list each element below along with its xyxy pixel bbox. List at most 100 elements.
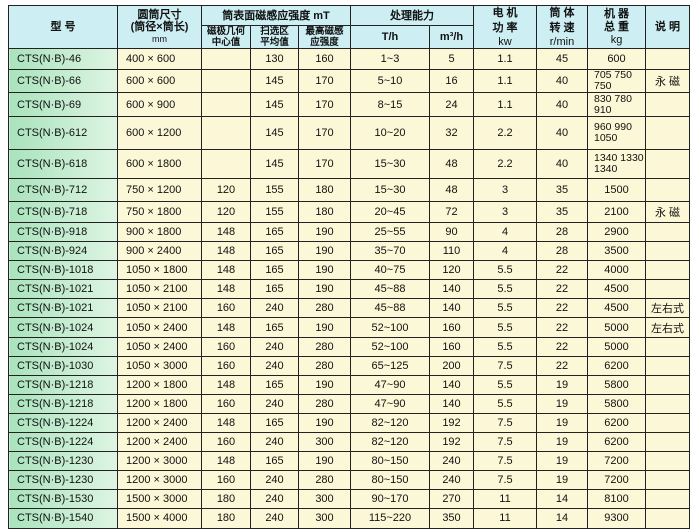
cell-weight: 5000	[587, 317, 646, 338]
cell-mag-avg: 240	[250, 432, 299, 453]
cell-drum-speed: 40	[536, 69, 588, 93]
cell-drum-speed: 28	[536, 221, 588, 243]
cell-note	[645, 48, 690, 70]
cell-mag-max: 170	[298, 92, 351, 117]
table-row: CTS(N·B)-66 600 × 600 145 170 5~10 16 1.1 40 705…	[8, 69, 690, 93]
cell-mag-center: 148	[201, 317, 251, 338]
cell-drum-size: 1500 × 3000	[117, 489, 202, 510]
cell-motor-power: 7.5	[473, 451, 537, 472]
cell-drum-speed: 19	[536, 451, 588, 472]
cell-note	[645, 336, 690, 357]
cell-mag-center: 120	[201, 178, 251, 202]
cell-mag-avg: 240	[250, 355, 299, 376]
speed-unit: r/min	[549, 36, 575, 48]
cell-mag-center: 160	[201, 336, 251, 357]
cell-drum-speed: 22	[536, 260, 588, 281]
cell-drum-speed: 22	[536, 298, 588, 319]
cell-motor-power: 7.5	[473, 432, 537, 453]
cell-mag-max: 190	[298, 374, 351, 395]
cell-drum-speed: 45	[536, 48, 588, 70]
cell-model: CTS(N·B)-69	[8, 92, 118, 117]
cell-capacity-m3h: 48	[429, 149, 474, 179]
cell-capacity-th: 5~10	[350, 69, 430, 93]
cell-model: CTS(N·B)-1224	[8, 412, 118, 434]
table-row: CTS(N·B)-718 750 × 1800 120 155 180 20~45 72 3 3…	[8, 201, 690, 223]
cell-drum-size: 900 × 2400	[117, 241, 202, 262]
cell-note	[645, 116, 690, 150]
cell-mag-avg: 165	[250, 317, 299, 338]
cell-mag-center: 148	[201, 221, 251, 243]
cell-weight: 6200	[587, 432, 646, 453]
cell-capacity-m3h: 160	[429, 336, 474, 357]
cell-motor-power: 5.5	[473, 393, 537, 414]
cell-mag-max: 300	[298, 432, 351, 453]
cell-capacity-th: 20~45	[350, 201, 430, 223]
cell-weight: 7200	[587, 470, 646, 491]
table-row: CTS(N·B)-924 900 × 2400 148 165 190 35~70 110 4…	[8, 241, 690, 262]
table-row: CTS(N·B)-712 750 × 1200 120 155 180 15~30 48 3 3…	[8, 178, 690, 202]
cell-drum-size: 1050 × 3000	[117, 355, 202, 376]
cell-drum-speed: 19	[536, 374, 588, 395]
cell-weight: 1340 1330 1340	[587, 149, 646, 179]
cell-mag-max: 180	[298, 178, 351, 202]
table-row: CTS(N·B)-1230 1200 × 3000 160 240 280 80~150 2…	[8, 470, 690, 491]
cell-mag-center: 160	[201, 432, 251, 453]
cell-mag-center: 180	[201, 489, 251, 510]
cell-drum-speed: 35	[536, 178, 588, 202]
cell-motor-power: 5.5	[473, 298, 537, 319]
cell-capacity-th: 10~20	[350, 116, 430, 150]
cell-note	[645, 92, 690, 117]
header-mag-center: 磁极几何中心值	[201, 25, 251, 49]
table-row: CTS(N·B)-1530 1500 × 3000 180 240 300 90~170 2…	[8, 489, 690, 510]
cell-capacity-m3h: 140	[429, 298, 474, 319]
cell-capacity-th: 80~150	[350, 470, 430, 491]
cell-capacity-m3h: 32	[429, 116, 474, 150]
cell-drum-speed: 40	[536, 92, 588, 117]
cell-model: CTS(N·B)-1218	[8, 374, 118, 395]
header-speed: 筒 体 转 速 r/min	[536, 5, 588, 49]
cell-capacity-th: 115~220	[350, 508, 430, 529]
cell-model: CTS(N·B)-612	[8, 116, 118, 150]
cell-drum-size: 1500 × 4000	[117, 508, 202, 529]
cell-mag-center: 148	[201, 374, 251, 395]
cell-drum-speed: 22	[536, 355, 588, 376]
cell-model: CTS(N·B)-1218	[8, 393, 118, 414]
cell-mag-avg: 145	[250, 116, 299, 150]
cell-drum-speed: 22	[536, 336, 588, 357]
cell-drum-size: 600 × 1800	[117, 149, 202, 179]
cell-capacity-m3h: 240	[429, 451, 474, 472]
mag-center-label: 磁极几何中心值	[206, 26, 245, 48]
cell-weight: 7200	[587, 451, 646, 472]
cell-mag-max: 190	[298, 451, 351, 472]
cell-mag-avg: 240	[250, 298, 299, 319]
cell-mag-center: 160	[201, 470, 251, 491]
cell-motor-power: 11	[473, 508, 537, 529]
cell-capacity-m3h: 120	[429, 260, 474, 281]
cell-mag-avg: 145	[250, 92, 299, 117]
cell-mag-center: 160	[201, 355, 251, 376]
cell-model: CTS(N·B)-718	[8, 201, 118, 223]
cell-mag-avg: 240	[250, 508, 299, 529]
cell-model: CTS(N·B)-1540	[8, 508, 118, 529]
cell-capacity-m3h: 192	[429, 412, 474, 434]
cell-mag-avg: 240	[250, 489, 299, 510]
drum-size-sub: (筒径×筒长)	[130, 21, 189, 33]
cell-motor-power: 5.5	[473, 336, 537, 357]
cell-capacity-th: 47~90	[350, 393, 430, 414]
table-row: CTS(N·B)-1021 1050 × 2100 160 240 280 45~88 14…	[8, 298, 690, 319]
table-row: CTS(N·B)-69 600 × 900 145 170 8~15 24 1.1 40 830…	[8, 92, 690, 117]
cell-mag-max: 160	[298, 48, 351, 70]
cell-note	[645, 508, 690, 529]
cell-mag-max: 190	[298, 241, 351, 262]
cell-mag-max: 280	[298, 336, 351, 357]
header-cap-m3h: m³/h	[429, 25, 474, 49]
header-mag-max: 最高磁感应强度	[298, 25, 351, 49]
cell-motor-power: 3	[473, 201, 537, 223]
cell-motor-power: 1.1	[473, 48, 537, 70]
cell-motor-power: 3	[473, 178, 537, 202]
cell-capacity-m3h: 160	[429, 317, 474, 338]
mag-max-label: 最高磁感应强度	[305, 26, 344, 48]
cell-model: CTS(N·B)-1224	[8, 432, 118, 453]
cell-mag-center: 160	[201, 393, 251, 414]
cell-capacity-m3h: 200	[429, 355, 474, 376]
